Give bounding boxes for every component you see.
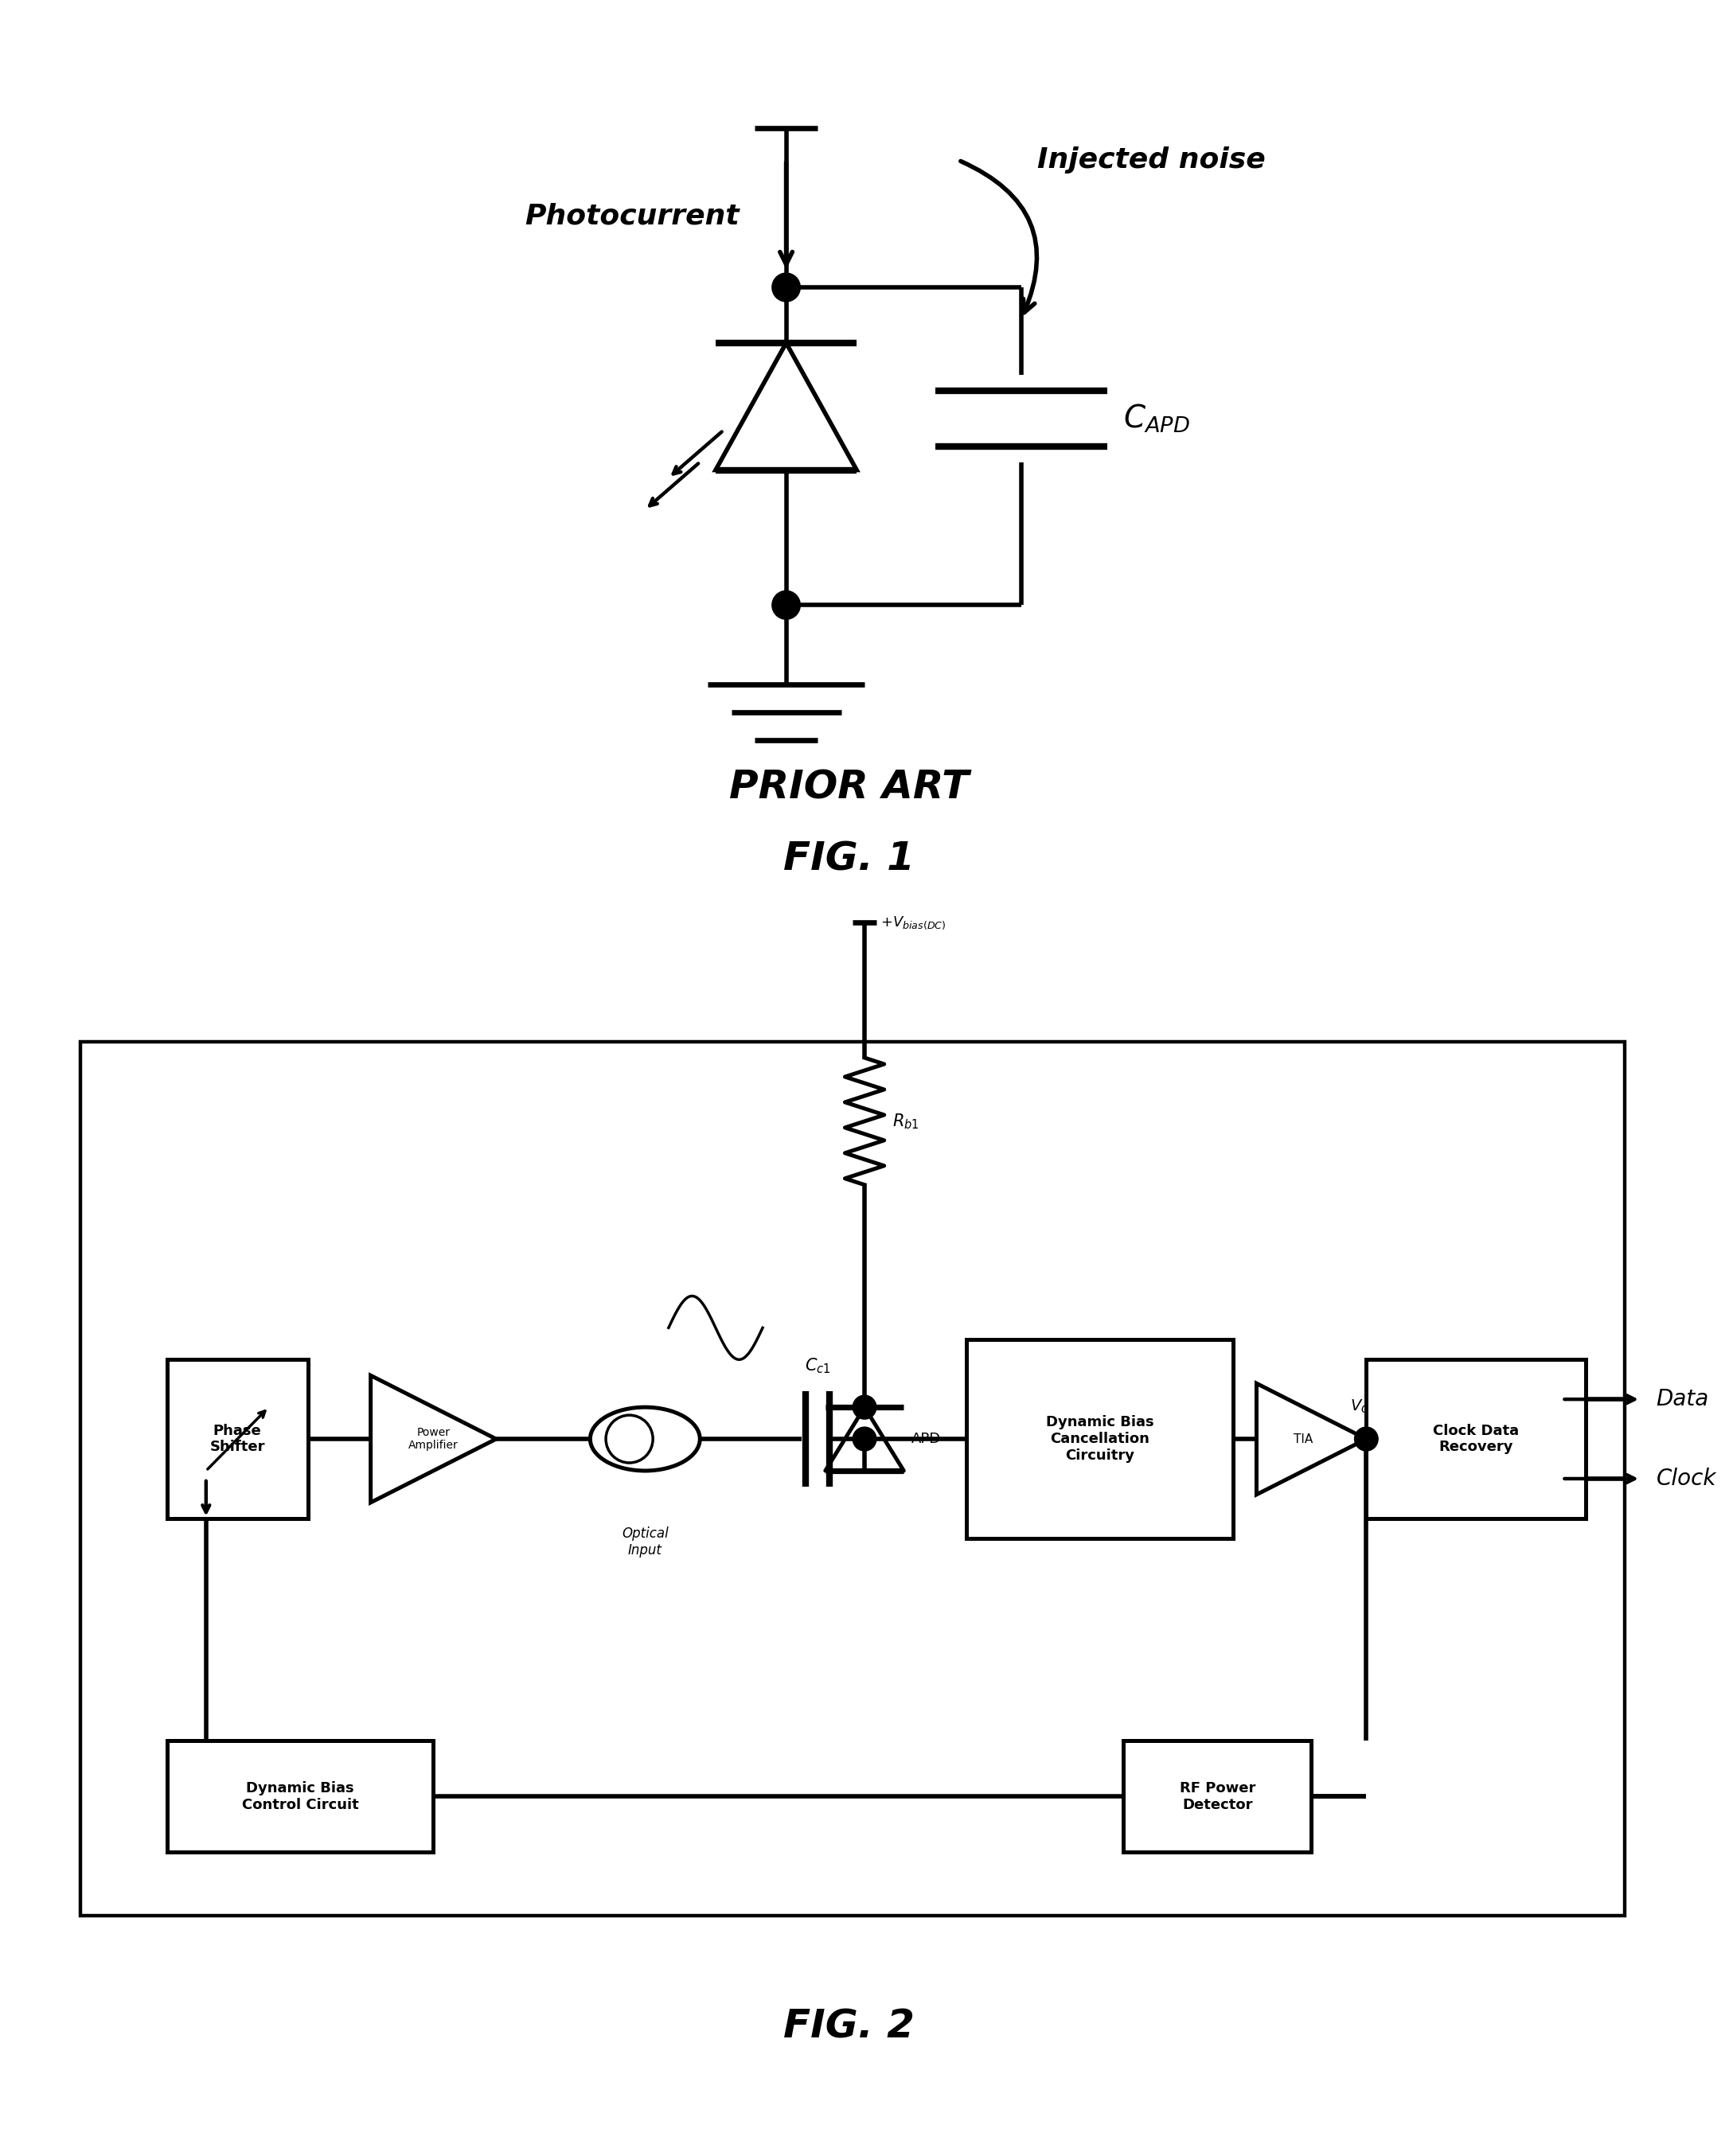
Text: TIA: TIA bbox=[1293, 1434, 1314, 1445]
Bar bbox=[166, 1740, 434, 1852]
Bar bbox=[967, 1339, 1233, 1537]
Text: Phase
Shifter: Phase Shifter bbox=[209, 1423, 265, 1455]
Ellipse shape bbox=[590, 1408, 700, 1470]
Text: Injected noise: Injected noise bbox=[1037, 147, 1266, 175]
Ellipse shape bbox=[605, 1414, 654, 1462]
Text: $C_{APD}$: $C_{APD}$ bbox=[1124, 403, 1190, 433]
Bar bbox=[81, 1041, 1625, 1915]
Polygon shape bbox=[370, 1376, 496, 1503]
Text: Photocurrent: Photocurrent bbox=[524, 203, 738, 229]
Text: $C_{c1}$: $C_{c1}$ bbox=[804, 1356, 830, 1376]
Circle shape bbox=[773, 591, 801, 619]
Circle shape bbox=[852, 1395, 877, 1419]
Text: $V_{Out}$: $V_{Out}$ bbox=[1350, 1399, 1383, 1414]
Text: Data: Data bbox=[1656, 1388, 1708, 1410]
Text: $+V_{bias(DC)}$: $+V_{bias(DC)}$ bbox=[880, 914, 946, 931]
Text: $R_{b1}$: $R_{b1}$ bbox=[892, 1112, 918, 1130]
Circle shape bbox=[1354, 1427, 1378, 1451]
Text: RF Power
Detector: RF Power Detector bbox=[1179, 1781, 1255, 1811]
Text: Power
Amplifier: Power Amplifier bbox=[408, 1427, 458, 1451]
Text: Clock: Clock bbox=[1656, 1468, 1717, 1490]
Bar bbox=[1366, 1360, 1585, 1518]
Text: Dynamic Bias
Cancellation
Circuitry: Dynamic Bias Cancellation Circuitry bbox=[1046, 1414, 1153, 1462]
Polygon shape bbox=[1257, 1384, 1366, 1494]
Text: PRIOR ART: PRIOR ART bbox=[730, 768, 968, 806]
Circle shape bbox=[852, 1427, 877, 1451]
Text: Dynamic Bias
Control Circuit: Dynamic Bias Control Circuit bbox=[242, 1781, 358, 1811]
Text: Clock Data
Recovery: Clock Data Recovery bbox=[1433, 1423, 1520, 1455]
Bar bbox=[166, 1360, 308, 1518]
Text: Optical
Input: Optical Input bbox=[622, 1526, 669, 1557]
Bar bbox=[1124, 1740, 1311, 1852]
Text: APD: APD bbox=[911, 1432, 941, 1447]
Circle shape bbox=[773, 274, 801, 302]
Text: FIG. 2: FIG. 2 bbox=[783, 2007, 915, 2046]
Text: FIG. 1: FIG. 1 bbox=[783, 841, 915, 877]
